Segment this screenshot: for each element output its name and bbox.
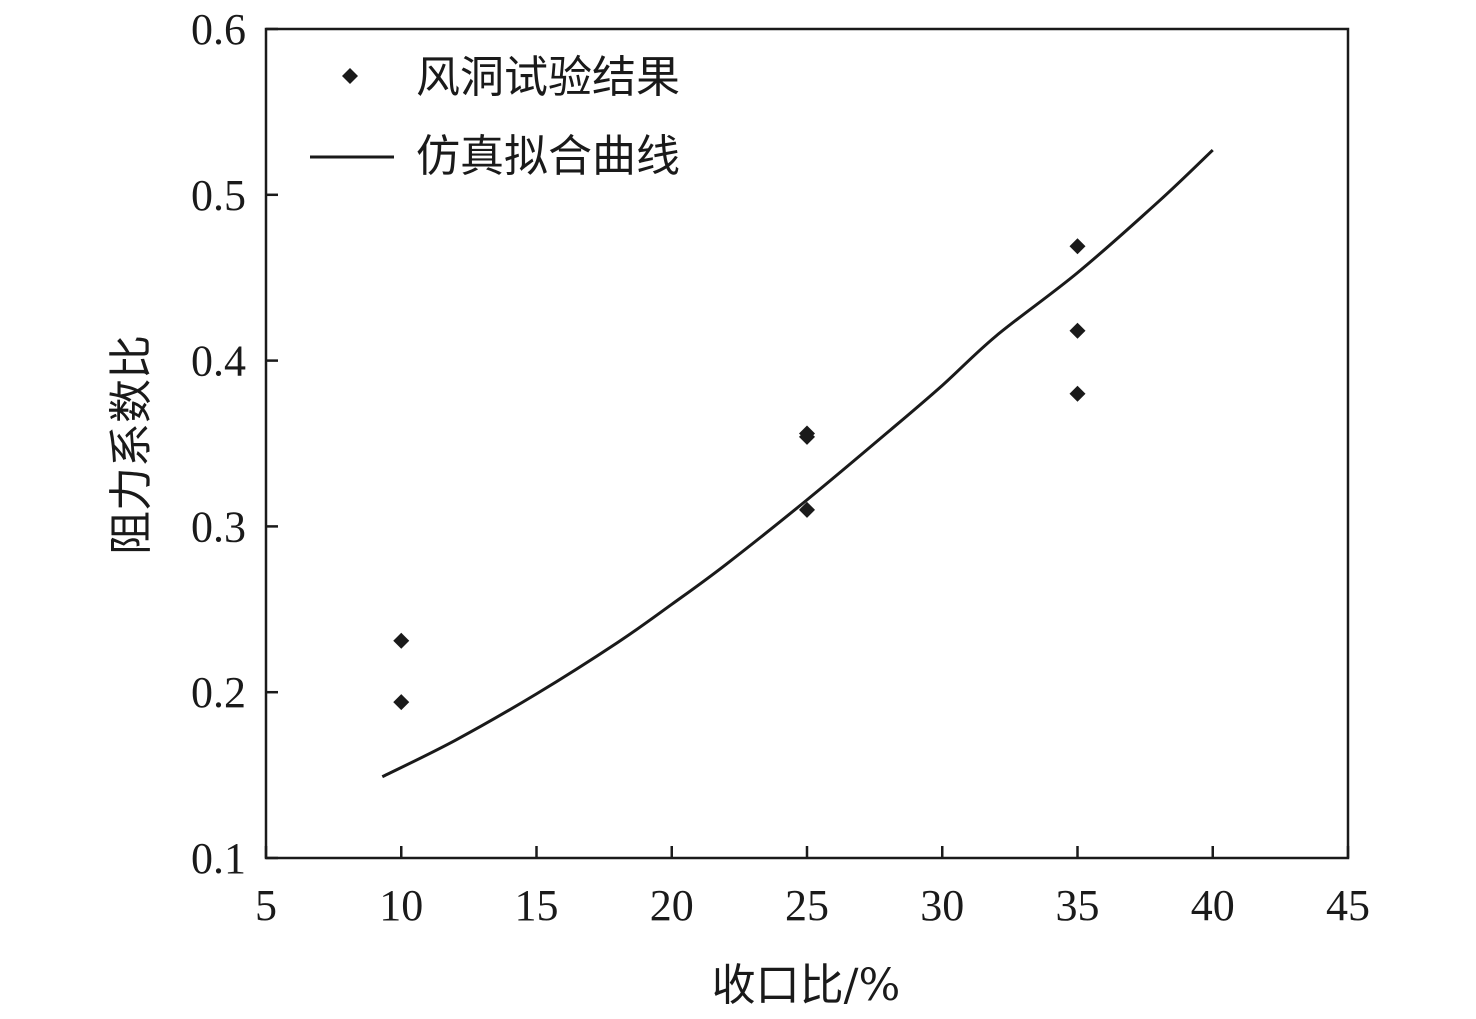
scatter-point: [1069, 322, 1086, 339]
x-tick-label: 5: [255, 881, 277, 930]
x-tick-label: 45: [1326, 881, 1370, 930]
y-tick-label: 0.5: [191, 171, 246, 220]
y-tick-label: 0.4: [191, 337, 246, 386]
fit-curve-group: [381, 148, 1214, 779]
scatter-point: [393, 632, 410, 649]
scatter-points-group: [393, 238, 1086, 711]
x-tick-label: 30: [920, 881, 964, 930]
y-tick-label: 0.1: [191, 834, 246, 883]
legend: 风洞试验结果 仿真拟合曲线: [310, 52, 680, 182]
x-tick-label: 10: [379, 881, 423, 930]
y-tick-label: 0.6: [191, 5, 246, 54]
scatter-point: [1069, 238, 1086, 255]
scatter-point: [799, 501, 815, 518]
x-axis-ticks: 5 10 15 20 25 30 35 40 45: [255, 846, 1370, 930]
legend-scatter-label: 风洞试验结果: [416, 52, 680, 103]
scatter-point: [393, 694, 410, 711]
y-tick-label: 0.3: [191, 502, 246, 551]
scatter-point: [799, 428, 815, 445]
legend-line-label: 仿真拟合曲线: [416, 131, 680, 182]
y-tick-label: 0.2: [191, 668, 246, 717]
x-tick-label: 40: [1191, 881, 1235, 930]
x-tick-label: 35: [1056, 881, 1100, 930]
y-axis-ticks: 0.1 0.2 0.3 0.4 0.5 0.6: [191, 5, 278, 883]
legend-scatter-marker: [342, 68, 358, 84]
x-tick-label: 25: [785, 881, 829, 930]
fit-curve-line: [381, 148, 1214, 779]
x-tick-label: 20: [650, 881, 694, 930]
x-tick-label: 15: [515, 881, 559, 930]
scatter-point: [1069, 385, 1086, 402]
x-axis-label: 收口比/%: [712, 960, 901, 1011]
y-axis-label: 阻力系数比: [106, 335, 157, 555]
